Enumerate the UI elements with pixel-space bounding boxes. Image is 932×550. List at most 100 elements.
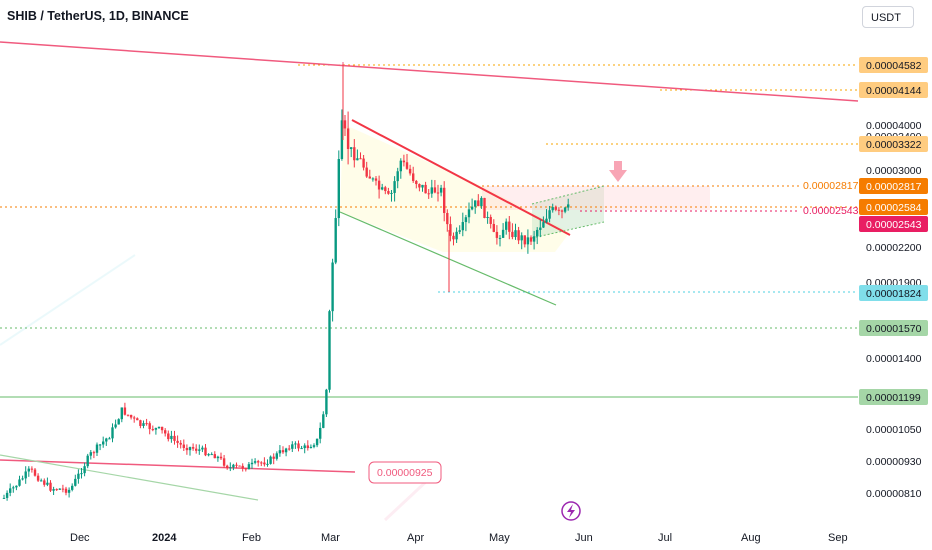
candle-body [387, 191, 390, 194]
candle-body [523, 235, 526, 245]
price-badge: 0.00003322 [866, 139, 922, 151]
candle-body [433, 187, 437, 193]
candle-body [542, 222, 545, 228]
candle-body [145, 423, 148, 425]
candle-body [24, 471, 27, 479]
candle-body [399, 160, 402, 172]
candle-body [151, 429, 154, 431]
price-badge: 0.00004144 [866, 85, 922, 97]
y-tick: 0.00000810 [866, 488, 922, 500]
candle-body [505, 221, 508, 230]
inline-level-label: 0.00002543 [803, 205, 859, 217]
candle-body [384, 187, 387, 192]
candle-body [257, 461, 260, 463]
candle-body [46, 482, 49, 485]
candle-body [300, 448, 303, 450]
candle-body [337, 159, 340, 219]
candle-body [102, 441, 105, 445]
candle-body [164, 430, 167, 434]
candle-body [123, 407, 127, 415]
low-callout: 0.00000925 [368, 461, 442, 484]
lightning-icon[interactable] [561, 501, 581, 521]
candle-body [539, 227, 542, 230]
candle-body [508, 221, 511, 232]
candle-body [396, 171, 399, 182]
candle-body [322, 414, 325, 428]
candle-body [312, 445, 316, 447]
candle-body [61, 488, 65, 490]
candle-body [346, 128, 350, 150]
candle-body [284, 448, 288, 453]
candle-body [33, 469, 37, 476]
inline-level-label: 0.00002817 [803, 180, 859, 192]
candle-body [501, 229, 505, 238]
candle-body [222, 458, 226, 466]
candle-body [272, 456, 275, 459]
candle-body [489, 216, 492, 224]
candle-body [170, 435, 173, 440]
x-tick: Dec [70, 532, 90, 544]
candle-body [291, 444, 294, 449]
candlestick-series [2, 64, 570, 501]
candle-body [275, 453, 278, 459]
candle-body [207, 454, 210, 456]
candle-body [480, 197, 483, 207]
candle-body [126, 414, 130, 416]
candle-body [120, 407, 123, 420]
candle-body [439, 187, 443, 193]
candle-body [483, 197, 486, 218]
candle-body [306, 445, 309, 449]
price-badge: 0.00001824 [866, 288, 922, 300]
candle-body [182, 444, 185, 448]
candle-body [266, 463, 269, 465]
y-tick: 0.00001400 [866, 353, 922, 365]
candle-body [517, 230, 520, 241]
candle-body [452, 235, 455, 240]
candle-body [216, 456, 220, 459]
candle-body [238, 465, 241, 467]
y-tick: 0.00001050 [866, 424, 922, 436]
candle-body [269, 456, 272, 464]
candle-body [232, 464, 235, 468]
candle-body [12, 487, 15, 489]
candle-body [492, 223, 495, 232]
candle-body [567, 204, 570, 208]
candle-body [157, 426, 161, 428]
symbol-title: SHIB / TetherUS, 1D, BINANCE [7, 9, 189, 23]
x-tick: Jun [575, 532, 593, 544]
candle-body [18, 479, 21, 486]
candle-body [83, 466, 86, 474]
candle-body [430, 187, 433, 194]
candle-body [374, 178, 378, 181]
candle-body [201, 447, 204, 450]
candle-body [545, 218, 548, 223]
candle-body [198, 449, 201, 451]
candle-body [393, 181, 396, 193]
candle-body [511, 231, 514, 238]
candle-body [111, 427, 114, 439]
candle-body [412, 173, 415, 181]
candle-body [402, 160, 406, 163]
down-arrow-icon [609, 161, 627, 182]
candle-body [195, 448, 198, 451]
x-tick: Apr [407, 532, 424, 544]
currency-selector[interactable]: USDT [862, 6, 914, 28]
candle-body [532, 236, 536, 242]
candle-body [331, 262, 334, 312]
candle-body [328, 311, 331, 390]
candle-body [365, 167, 368, 177]
candle-body [548, 210, 551, 219]
candle-body [303, 445, 306, 449]
candle-body [334, 218, 337, 263]
candle-body [167, 433, 170, 440]
candle-body [281, 450, 285, 453]
candle-body [381, 187, 384, 190]
candle-body [424, 184, 427, 194]
candle-body [148, 423, 151, 430]
candle-body [139, 420, 142, 426]
candle-body [247, 464, 251, 470]
candle-body [415, 180, 418, 185]
candle-body [449, 224, 452, 236]
candle-body [229, 467, 232, 469]
